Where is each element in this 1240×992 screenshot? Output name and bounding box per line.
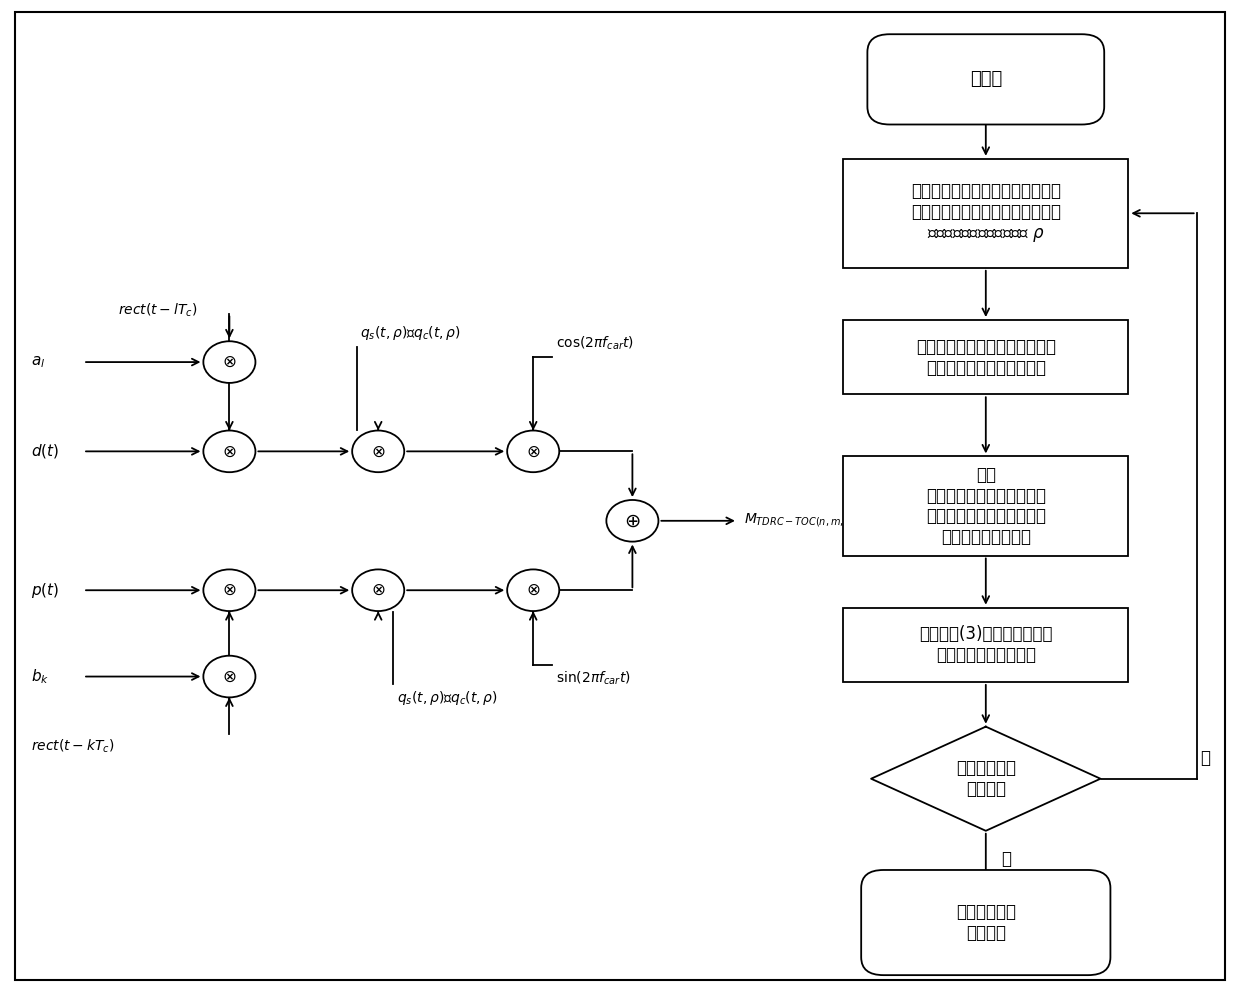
Text: ⊗: ⊗ (222, 442, 237, 460)
Text: ⊗: ⊗ (526, 442, 541, 460)
Text: $b_k$: $b_k$ (31, 668, 50, 685)
FancyBboxPatch shape (843, 319, 1128, 394)
Text: $\cos(2\pi f_{car}t)$: $\cos(2\pi f_{car}t)$ (556, 334, 634, 352)
Text: $M_{TDRC-TOC(n,m,\rho)}(t)$: $M_{TDRC-TOC(n,m,\rho)}(t)$ (744, 511, 872, 531)
Text: $a_l$: $a_l$ (31, 354, 45, 370)
Circle shape (203, 341, 255, 383)
Circle shape (203, 569, 255, 611)
Text: ⊗: ⊗ (371, 581, 386, 599)
Text: $rect(t-lT_c)$: $rect(t-lT_c)$ (118, 302, 197, 319)
Text: $p(t)$: $p(t)$ (31, 580, 60, 600)
Text: 导航性能是否
满足要求: 导航性能是否 满足要求 (956, 759, 1016, 799)
Text: $rect(t-kT_c)$: $rect(t-kT_c)$ (31, 738, 114, 756)
FancyBboxPatch shape (843, 456, 1128, 556)
Circle shape (606, 500, 658, 542)
FancyBboxPatch shape (843, 607, 1128, 682)
Text: ⊗: ⊗ (222, 581, 237, 599)
Text: 利用
伪随机序列对导航信号进行
扩频，然后与所构造的子载
波信号进行时域相乘: 利用 伪随机序列对导航信号进行 扩频，然后与所构造的子载 波信号进行时域相乘 (926, 465, 1045, 547)
FancyBboxPatch shape (843, 159, 1128, 268)
Text: ⊗: ⊗ (222, 353, 237, 371)
Text: $\sin(2\pi f_{car}t)$: $\sin(2\pi f_{car}t)$ (556, 670, 630, 687)
Text: 否: 否 (1200, 749, 1210, 767)
Circle shape (352, 431, 404, 472)
Text: 确定扩频码频率、子载波频率、正
弦或余弦子载波调制方式以及时域
升余弦脉冲时间宽度占空比 $\rho$: 确定扩频码频率、子载波频率、正 弦或余弦子载波调制方式以及时域 升余弦脉冲时间宽… (911, 183, 1060, 244)
Circle shape (507, 569, 559, 611)
Text: 构造出时域升余弦脉冲三级符号
正弦或余弦相位子载波信号: 构造出时域升余弦脉冲三级符号 正弦或余弦相位子载波信号 (916, 337, 1055, 377)
Circle shape (507, 431, 559, 472)
Text: 输出所构造的
调制信号: 输出所构造的 调制信号 (956, 903, 1016, 942)
Circle shape (203, 656, 255, 697)
Text: 是: 是 (1001, 850, 1011, 868)
Polygon shape (870, 726, 1101, 831)
Text: ⊕: ⊕ (624, 511, 641, 531)
Circle shape (203, 431, 255, 472)
Text: ⊗: ⊗ (371, 442, 386, 460)
Text: ⊗: ⊗ (526, 581, 541, 599)
Circle shape (352, 569, 404, 611)
Text: 初始化: 初始化 (970, 70, 1002, 88)
Text: $q_s(t,\rho)$或$q_c(t,\rho)$: $q_s(t,\rho)$或$q_c(t,\rho)$ (360, 324, 460, 342)
Text: 根据步骤(3)，将所得信号进
行正交支路的载波调制: 根据步骤(3)，将所得信号进 行正交支路的载波调制 (919, 625, 1053, 665)
Text: $q_s(t,\rho)$或$q_c(t,\rho)$: $q_s(t,\rho)$或$q_c(t,\rho)$ (397, 689, 497, 707)
FancyBboxPatch shape (868, 34, 1105, 125)
Text: ⊗: ⊗ (222, 668, 237, 685)
FancyBboxPatch shape (861, 870, 1110, 975)
Text: $d(t)$: $d(t)$ (31, 442, 60, 460)
